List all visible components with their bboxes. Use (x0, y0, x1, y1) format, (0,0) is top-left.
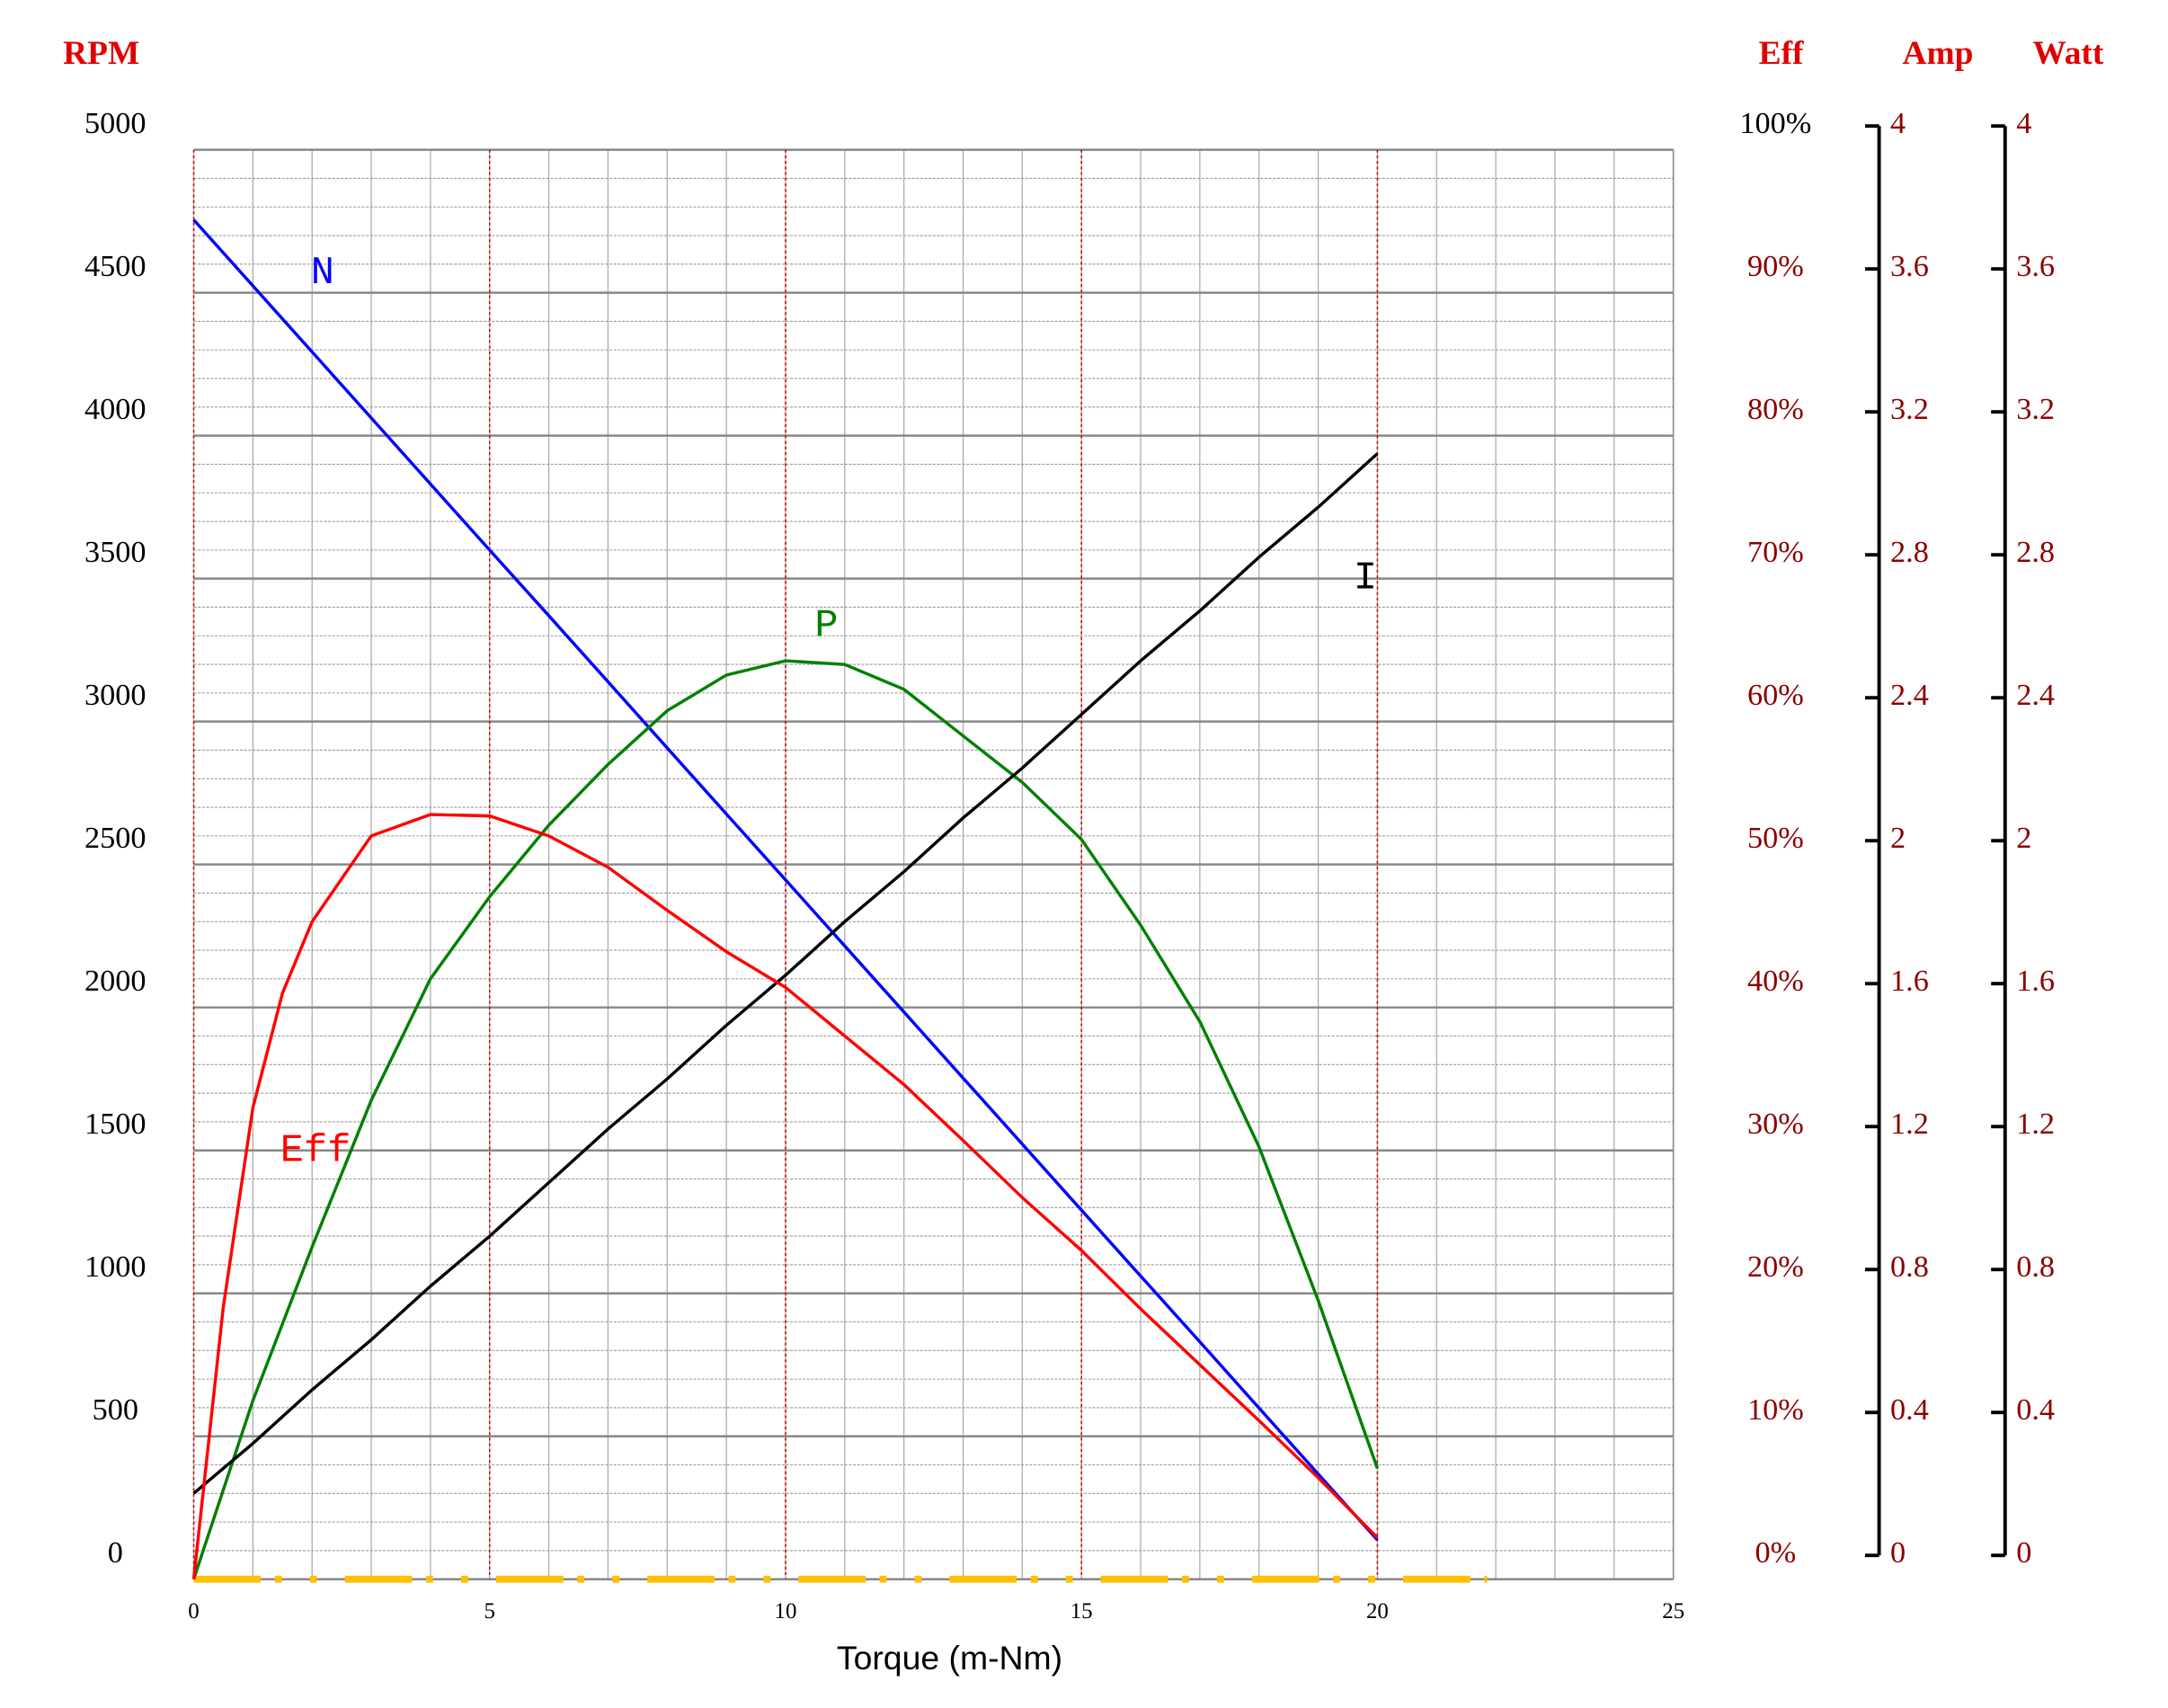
x-tick-label: 25 (1662, 1599, 1684, 1623)
y-tick-label: 500 (93, 1392, 138, 1427)
y3-tick-label: 2.4 (1890, 678, 1929, 712)
y4-tick-label: 0 (2016, 1535, 2031, 1570)
y3-tick-label: 0.8 (1890, 1250, 1929, 1284)
y3-axis-title: Amp (1903, 35, 1974, 72)
x-tick-label: 20 (1366, 1599, 1389, 1623)
y4-tick-label: 2.4 (2016, 678, 2055, 712)
y-tick-label: 5000 (84, 106, 146, 140)
y-tick-label: 0 (108, 1535, 123, 1570)
y2-tick-label: 40% (1747, 964, 1804, 998)
y2-tick-label: 60% (1747, 678, 1804, 712)
y-tick-label: 1000 (84, 1250, 146, 1284)
y2-tick-label: 10% (1747, 1392, 1804, 1427)
y4-axis-title: Watt (2032, 35, 2103, 72)
y-tick-label: 3500 (84, 535, 146, 569)
y-tick-label: 2500 (84, 821, 146, 855)
series-line (192, 452, 1379, 1495)
y4-tick-label: 2.8 (2016, 535, 2055, 569)
y2-tick-label: 0% (1755, 1535, 1797, 1570)
y3-tick-label: 1.6 (1890, 964, 1929, 998)
y-tick-label: 4500 (84, 249, 146, 283)
y3-tick-label: 2 (1890, 821, 1906, 855)
y4-tick-label: 4 (2016, 106, 2031, 140)
y2-tick-label: 70% (1747, 535, 1804, 569)
y2-tick-label: 50% (1747, 821, 1804, 855)
y4-tick-label: 3.6 (2016, 249, 2055, 283)
y3-tick-label: 3.6 (1890, 249, 1929, 283)
series-line (191, 659, 1380, 1580)
y2-tick-label: 80% (1747, 392, 1804, 426)
series-label: I (1354, 557, 1377, 601)
y3-tick-label: 0 (1890, 1535, 1906, 1570)
x-tick-label: 0 (188, 1599, 199, 1623)
y3-tick-label: 4 (1890, 106, 1906, 140)
y4-tick-label: 0.8 (2016, 1250, 2055, 1284)
y2-axis-title: Eff (1759, 35, 1804, 72)
y3-tick-label: 1.2 (1890, 1107, 1929, 1141)
x-tick-label: 15 (1071, 1599, 1093, 1623)
y2-tick-label: 100% (1739, 106, 1811, 140)
y2-tick-label: 30% (1747, 1107, 1804, 1141)
y-tick-label: 1500 (84, 1107, 146, 1141)
series-line (192, 218, 1379, 1542)
series-label: P (814, 605, 838, 649)
y-axis-title: RPM (63, 35, 139, 72)
y4-tick-label: 2 (2016, 821, 2031, 855)
y2-tick-label: 90% (1747, 249, 1804, 283)
x-axis-title: Torque (m-Nm) (837, 1639, 1062, 1677)
y4-tick-label: 0.4 (2016, 1392, 2055, 1427)
x-tick-label: 5 (484, 1599, 495, 1623)
series-line (191, 813, 1379, 1579)
y4-tick-label: 3.2 (2016, 392, 2055, 426)
y3-tick-label: 2.8 (1890, 535, 1929, 569)
series-label: N (311, 252, 334, 296)
y4-tick-label: 1.6 (2016, 964, 2055, 998)
y3-tick-label: 3.2 (1890, 392, 1929, 426)
x-tick-label: 10 (775, 1599, 797, 1623)
y-tick-label: 2000 (84, 964, 146, 998)
y3-tick-label: 0.4 (1890, 1392, 1929, 1427)
y-tick-label: 4000 (84, 392, 146, 426)
y-tick-label: 3000 (84, 678, 146, 712)
y2-tick-label: 20% (1747, 1250, 1804, 1284)
y4-tick-label: 1.2 (2016, 1107, 2055, 1141)
series-label: Eff (280, 1130, 351, 1174)
